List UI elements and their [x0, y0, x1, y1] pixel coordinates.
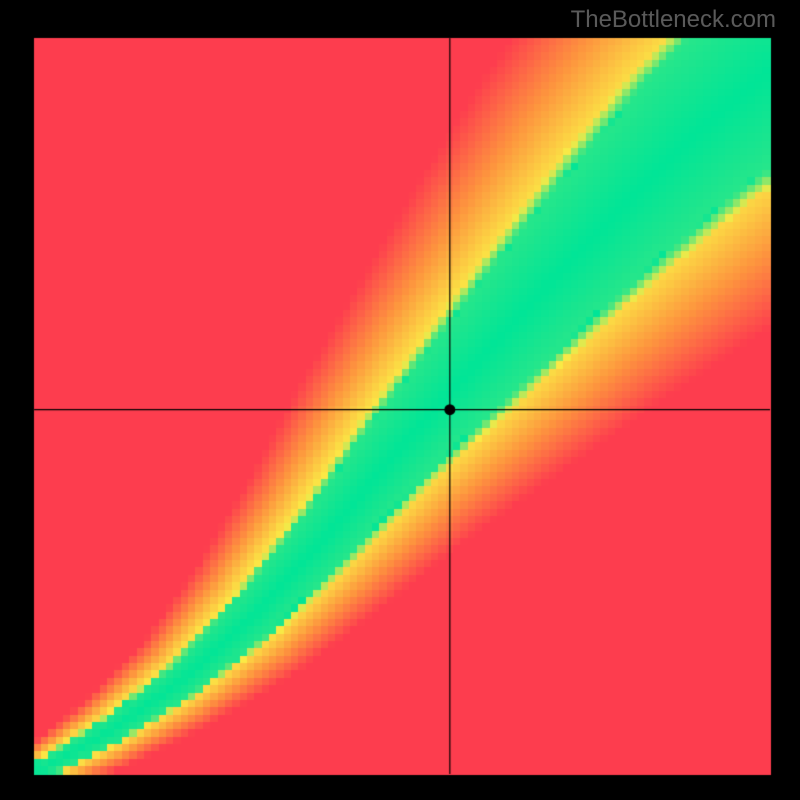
crosshair-overlay	[0, 0, 800, 800]
chart-container: TheBottleneck.com	[0, 0, 800, 800]
watermark-text: TheBottleneck.com	[571, 6, 776, 34]
